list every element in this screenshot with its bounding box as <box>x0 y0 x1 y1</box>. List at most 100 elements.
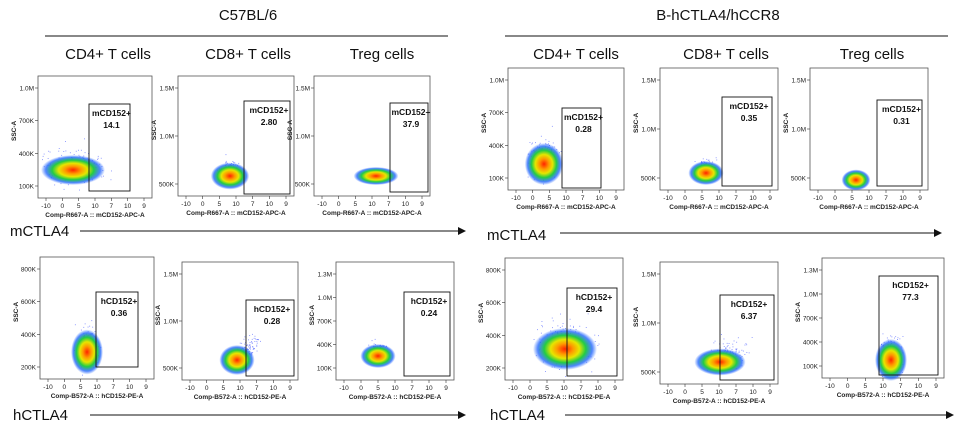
gate-percentage: 0.31 <box>893 116 910 126</box>
x-tick-label: 9 <box>613 385 617 392</box>
x-tick-label: 9 <box>918 195 922 202</box>
x-tick-label: -10 <box>508 385 518 392</box>
x-tick-label: 10 <box>879 383 887 390</box>
x-tick-label: 0 <box>359 385 363 392</box>
x-tick-label: 7 <box>581 195 585 202</box>
x-axis-label: Comp-R667-A :: mCD152-APC-A <box>669 204 769 211</box>
x-tick-label: 7 <box>255 385 259 392</box>
x-tick-label: -10 <box>317 201 327 208</box>
y-axis-label: SSC-A <box>11 120 18 141</box>
population-density <box>41 155 105 185</box>
y-axis-label: SSC-A <box>481 112 488 133</box>
x-tick-label: 10 <box>232 201 240 208</box>
x-tick-label: 10 <box>391 385 399 392</box>
population-density <box>688 161 724 185</box>
x-tick-label: 0 <box>61 203 65 210</box>
y-tick-label: 1.0M <box>642 321 656 328</box>
facs-plot: hCD152+ 0.36 800K 600K 400K 200K SSC-A -10 0 5 10 7… <box>13 256 155 400</box>
facs-plot: hCD152+ 6.37 1.5M 1.0M 500K SSC-A -10 0 5 10 7 10 9C… <box>633 261 779 405</box>
y-tick-label: 100K <box>317 366 333 373</box>
x-tick-label: 9 <box>420 201 424 208</box>
gate-label: hCD152+ <box>411 296 448 306</box>
arrowhead-mctla4-left <box>458 227 466 235</box>
x-tick-label: 10 <box>126 384 134 391</box>
y-tick-label: 800K <box>21 267 37 274</box>
x-tick-label: 10 <box>715 389 723 396</box>
x-tick-label: 9 <box>284 201 288 208</box>
y-tick-label: 100K <box>19 184 35 191</box>
x-tick-label: 7 <box>899 383 903 390</box>
x-tick-label: 10 <box>749 389 757 396</box>
population-density <box>533 328 597 370</box>
y-axis-label: SSC-A <box>13 301 20 322</box>
group-title-bhctla4-hccr8: B-hCTLA4/hCCR8 <box>656 7 779 24</box>
gate-percentage: 6.37 <box>741 311 758 321</box>
x-tick-label: -10 <box>825 383 835 390</box>
column-title-cd4-right: CD4+ T cells <box>533 46 619 63</box>
x-tick-label: 9 <box>144 384 148 391</box>
y-tick-label: 400K <box>486 333 502 340</box>
gate-label: mCD152+ <box>92 108 131 118</box>
y-tick-label: 1.5M <box>160 86 174 93</box>
x-axis-label: Comp-R667-A :: mCD152-APC-A <box>45 212 145 219</box>
x-axis-label: Comp-R667-A :: mCD152-APC-A <box>516 204 616 211</box>
population-density <box>219 345 255 375</box>
gate-box <box>389 102 429 193</box>
y-tick-label: 100K <box>803 364 819 371</box>
x-tick-label: 0 <box>528 385 532 392</box>
facs-plot: mCD152+ 0.28 1.0M 700K 400K 100K SSC-A -10 0 5 10 7… <box>481 67 625 211</box>
y-tick-label: 500K <box>641 176 657 183</box>
x-tick-label: 5 <box>376 385 380 392</box>
x-tick-label: 10 <box>91 203 99 210</box>
gate-box <box>88 103 131 192</box>
x-tick-label: -10 <box>663 389 673 396</box>
x-tick-label: -10 <box>43 384 53 391</box>
y-tick-label: 1.5M <box>792 78 806 85</box>
gate-percentage: 0.28 <box>575 124 592 134</box>
x-tick-label: 10 <box>915 383 923 390</box>
y-tick-label: 400K <box>803 340 819 347</box>
y-tick-label: 100K <box>489 176 505 183</box>
gate-label: mCD152+ <box>730 101 769 111</box>
y-tick-label: 1.0M <box>20 86 34 93</box>
x-tick-label: 10 <box>562 195 570 202</box>
column-title-treg-left: Treg cells <box>350 46 414 63</box>
y-tick-label: 1.5M <box>296 86 310 93</box>
x-tick-label: 10 <box>594 385 602 392</box>
plot-grid: mCD152+ 14.1 1.0M 700K 400K 100K SSC-A -10 0 5 10 7… <box>11 67 945 405</box>
y-axis-label: SSC-A <box>633 112 640 133</box>
y-tick-label: 400K <box>317 342 333 349</box>
group-title-c57bl6: C57BL/6 <box>219 7 277 24</box>
gate-percentage: 0.36 <box>111 308 128 318</box>
population-density <box>353 167 399 185</box>
x-tick-label: 7 <box>112 384 116 391</box>
gate-box <box>566 287 618 377</box>
y-tick-label: 400K <box>19 151 35 158</box>
x-tick-label: 0 <box>846 383 850 390</box>
x-tick-label: -10 <box>339 385 349 392</box>
facs-plot: mCD152+ 0.35 1.5M 1.0M 500K SSC-A -10 0 5 10 7 10 9 C… <box>633 67 779 211</box>
facs-plot: hCD152+ 77.3 1.3M 1.0M 700K 400K 100K SSC-A -10 0… <box>795 257 945 399</box>
x-axis-label: Comp-R667-A :: mCD152-APC-A <box>186 210 286 217</box>
y-tick-label: 1.5M <box>642 78 656 85</box>
x-tick-label: 9 <box>768 195 772 202</box>
x-tick-label: -10 <box>663 195 673 202</box>
arrowhead-hctla4-left <box>458 411 466 419</box>
gate-label: mCD152+ <box>882 104 921 114</box>
facs-plot: mCD152+ 0.31 1.5M 1.0M 500K SSC-A -10 0 5 10 7 10 9 C… <box>783 67 929 211</box>
x-tick-label: 7 <box>734 195 738 202</box>
x-tick-label: 10 <box>749 195 757 202</box>
population-density <box>360 344 396 368</box>
gate-percentage: 0.28 <box>264 316 281 326</box>
population-density <box>841 169 871 191</box>
x-tick-label: -10 <box>511 195 521 202</box>
x-tick-label: 7 <box>387 201 391 208</box>
facs-plot: mCD152+ 2.80 1.5M 1.0M 500K SSC-A -10 0 5 10 7 10 9 C… <box>151 75 295 217</box>
y-tick-label: 1.5M <box>642 272 656 279</box>
x-tick-label: 10 <box>560 385 568 392</box>
column-title-cd8-left: CD8+ T cells <box>205 46 291 63</box>
facs-plot: hCD152+ 0.28 1.5M 1.0M 500K SSC-A -10 0 5 10 7 10 9C… <box>155 261 299 401</box>
gate-label: mCD152+ <box>250 105 289 115</box>
x-tick-label: 5 <box>545 385 549 392</box>
